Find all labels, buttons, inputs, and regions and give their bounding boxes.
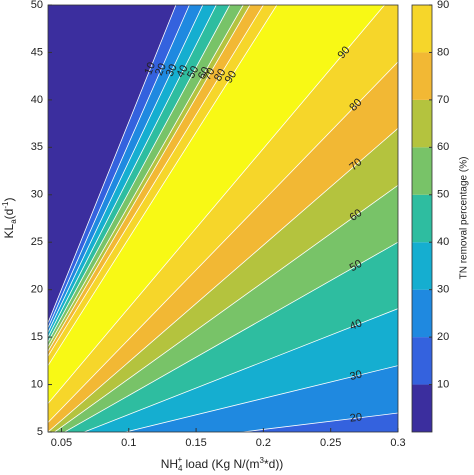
contour-label: 60	[347, 207, 364, 224]
contour-label: 40	[348, 317, 364, 333]
contour-line	[48, 5, 385, 404]
contour-line	[48, 5, 204, 333]
colorbar-tick-label: 60	[437, 141, 449, 153]
colorbar-segment	[412, 5, 432, 53]
colorbar-tick-label: 40	[437, 236, 449, 248]
contour-label: 40	[174, 63, 190, 79]
x-label-part: load (Kg N/(m	[182, 457, 259, 471]
contour-line	[48, 5, 177, 324]
x-tick-label: 0.15	[185, 437, 206, 449]
contour-label: 80	[212, 67, 229, 84]
y-tick-label: 50	[31, 0, 43, 11]
contour-line	[48, 5, 217, 338]
contour-line	[48, 5, 264, 357]
x-tick-label: 0.1	[121, 437, 136, 449]
y-label-part: )	[2, 198, 16, 202]
colorbar-tick-label: 10	[437, 378, 449, 390]
contour-line	[124, 365, 398, 432]
y-label-sub: a	[9, 219, 18, 224]
contour-band	[48, 5, 398, 423]
y-tick-label: 25	[31, 236, 43, 248]
contour-line	[83, 308, 398, 432]
contour-line	[239, 412, 398, 432]
colorbar-tick-label: 70	[437, 94, 449, 106]
contour-label: 50	[348, 258, 365, 274]
y-tick-label: 10	[31, 378, 43, 390]
contour-label: 30	[164, 62, 180, 78]
contour-line	[48, 5, 244, 347]
y-tick-label: 40	[31, 94, 43, 106]
y-label-sup: -1	[1, 201, 10, 209]
colorbar-frame	[411, 4, 433, 433]
contour-line	[53, 184, 398, 432]
colorbar-tick-label: 90	[437, 0, 449, 11]
colorbar-label: TN removal percentage (%)	[459, 157, 470, 280]
y-label-part: KL	[2, 223, 16, 238]
colorbar-tick-label: 30	[437, 284, 449, 296]
contour-line	[48, 128, 398, 432]
contour-line	[48, 5, 190, 328]
contour-line	[48, 61, 398, 423]
x-tick-label: 0.3	[390, 437, 405, 449]
colorbar-segment	[412, 52, 432, 100]
colorbar-tick-label: 20	[437, 331, 449, 343]
x-tick-label: 0.05	[51, 437, 72, 449]
colorbar-segment	[412, 99, 432, 148]
x-tick-label: 0.25	[320, 437, 341, 449]
contour-line	[48, 5, 251, 352]
y-axis-label: KLa(d-1)	[1, 198, 18, 239]
contour-label: 70	[201, 66, 218, 83]
y-tick-label: 45	[31, 46, 43, 58]
colorbar-segment	[412, 289, 432, 338]
contour-label: 50	[185, 64, 201, 80]
x-axis-label: NH4+ load (Kg N/(m3*d))	[161, 455, 284, 473]
x-label-sup: 3	[260, 456, 265, 465]
x-label-part: NH	[161, 457, 178, 471]
y-tick-label: 35	[31, 141, 43, 153]
x-label-sup: +	[177, 455, 182, 464]
plot-frame	[47, 4, 399, 433]
colorbar-segment	[412, 242, 432, 290]
colorbar-segment	[412, 194, 432, 243]
x-label-sub: 4	[178, 464, 183, 473]
colorbar-tick-label: 50	[437, 189, 449, 201]
contour-line	[48, 5, 278, 366]
colorbar-segment	[412, 384, 432, 432]
x-tick-label: 0.2	[256, 437, 271, 449]
y-label-part: (d	[2, 209, 16, 220]
contour-label: 90	[223, 69, 240, 86]
contour-label: 60	[196, 65, 212, 82]
contour-label: 30	[349, 368, 364, 383]
contour-label: 10	[142, 61, 158, 77]
colorbar-tick-label: 80	[437, 46, 449, 58]
contour-label: 20	[153, 61, 169, 77]
y-tick-label: 5	[37, 426, 43, 438]
colorbar-segment	[412, 337, 432, 385]
x-label-part: *d))	[264, 457, 283, 471]
contour-line	[48, 5, 231, 343]
colorbar-segment	[412, 147, 432, 195]
y-tick-label: 20	[31, 284, 43, 296]
contour-line	[63, 241, 398, 432]
overlay: 0.05 0.1 0.15 0.2 0.25 0.3 5 10 15 20 25 30 35 40 45 50…	[31, 0, 450, 449]
contour-label: 20	[349, 411, 363, 424]
y-tick-label: 30	[31, 189, 43, 201]
y-tick-label: 15	[31, 331, 43, 343]
